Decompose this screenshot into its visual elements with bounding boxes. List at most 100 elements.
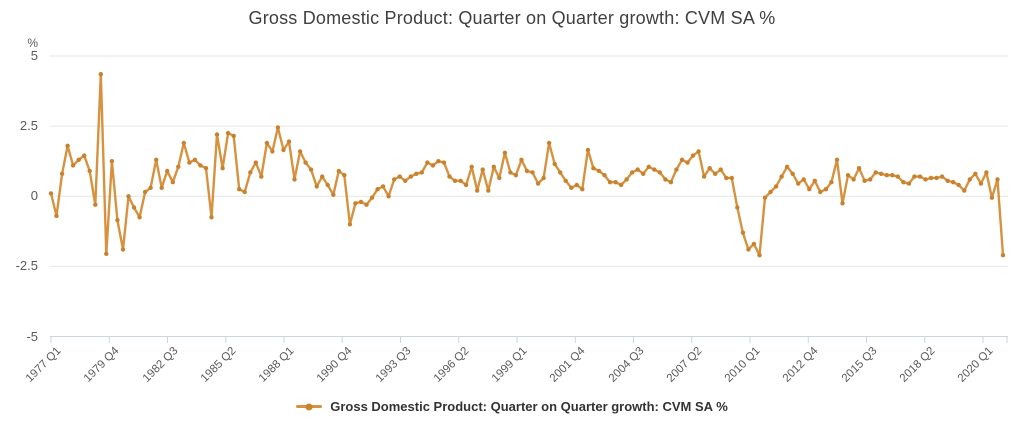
data-point-marker [137, 215, 142, 220]
data-point-marker [773, 184, 779, 189]
data-point-marker [602, 173, 607, 178]
data-point-marker [82, 153, 87, 158]
data-point-marker [978, 181, 984, 186]
data-point-marker [109, 159, 115, 164]
data-point-marker [148, 185, 153, 190]
data-point-marker [762, 195, 768, 200]
data-point-marker [784, 164, 790, 169]
data-point-marker [840, 201, 845, 206]
data-point-marker [392, 177, 397, 182]
data-point-marker [419, 170, 424, 175]
data-point-marker [801, 177, 806, 182]
data-point-marker [796, 181, 801, 186]
data-point-marker [142, 189, 148, 195]
data-point-marker [253, 160, 258, 165]
data-point-marker [989, 195, 995, 200]
data-point-marker [87, 168, 92, 174]
data-point-marker [851, 177, 856, 182]
data-point-marker [812, 178, 817, 183]
data-point-marker [225, 130, 231, 136]
data-point-marker [984, 170, 989, 175]
data-point-marker [713, 171, 718, 176]
data-point-marker [580, 187, 585, 192]
data-point-marker [934, 175, 939, 181]
data-point-marker [746, 247, 751, 252]
data-point-marker [308, 167, 314, 172]
data-point-marker [436, 159, 441, 164]
data-point-marker [657, 170, 662, 175]
data-point-marker [973, 171, 978, 176]
data-point-marker [569, 185, 574, 190]
data-point-marker [508, 170, 513, 175]
data-point-marker [154, 157, 159, 162]
data-point-marker [912, 174, 917, 179]
data-point-marker [923, 177, 928, 182]
data-point-marker [220, 166, 225, 171]
data-point-marker [707, 166, 712, 171]
data-point-marker [596, 168, 602, 174]
data-point-marker [685, 160, 690, 165]
data-point-marker [48, 191, 54, 196]
legend-dot-icon [305, 403, 313, 410]
data-point-marker [757, 253, 762, 258]
data-point-marker [951, 180, 956, 185]
data-point-marker [630, 170, 635, 175]
data-point-marker [441, 160, 447, 165]
data-point-marker [430, 163, 436, 168]
data-point-marker [674, 167, 679, 172]
data-point-marker [259, 174, 264, 179]
data-point-marker [320, 174, 325, 179]
data-point-marker [303, 160, 308, 165]
data-point-marker [231, 133, 236, 139]
data-point-marker [541, 175, 546, 181]
data-point-marker [170, 180, 175, 185]
data-point-marker [513, 173, 519, 178]
data-point-marker [552, 161, 557, 167]
data-point-marker [945, 178, 950, 183]
data-point-marker [237, 187, 242, 192]
data-point-marker [486, 188, 491, 193]
data-point-marker [364, 202, 369, 207]
data-point-marker [962, 188, 967, 193]
data-point-marker [369, 195, 375, 200]
data-point-marker [463, 182, 469, 188]
data-point-marker [818, 189, 823, 195]
data-point-marker [70, 163, 76, 168]
data-point-marker [906, 181, 912, 186]
data-point-marker [862, 178, 867, 183]
data-point-marker [181, 140, 186, 146]
data-point-marker [624, 177, 629, 182]
legend-item[interactable]: Gross Domestic Product: Quarter on Quart… [0, 399, 1024, 414]
data-point-marker [475, 188, 480, 193]
data-point-marker [93, 202, 98, 207]
data-point-marker [187, 160, 192, 165]
data-point-marker [375, 187, 380, 192]
data-point-marker [790, 171, 795, 176]
data-point-marker [264, 140, 270, 146]
data-point-marker [995, 177, 1000, 182]
legend-line-marker-icon [296, 403, 323, 410]
data-point-marker [856, 166, 862, 171]
data-point-marker [563, 178, 568, 183]
data-point-marker [939, 174, 945, 179]
data-point-marker [823, 187, 829, 192]
data-point-marker [65, 143, 70, 148]
data-point-marker [192, 157, 198, 162]
data-point-marker [242, 189, 247, 195]
data-point-marker [353, 201, 358, 206]
data-point-marker [701, 174, 707, 179]
data-point-marker [530, 170, 535, 175]
data-point-marker [115, 217, 120, 223]
data-point-marker [314, 184, 319, 189]
data-point-marker [956, 182, 961, 188]
data-point-marker [524, 168, 530, 174]
data-point-marker [336, 168, 341, 174]
data-point-marker [901, 180, 906, 185]
data-point-marker [380, 184, 386, 189]
data-point-marker [718, 167, 723, 172]
data-point-marker [491, 164, 496, 169]
data-point-marker [635, 167, 640, 172]
data-point-marker [890, 173, 895, 178]
data-point-marker [967, 177, 972, 182]
